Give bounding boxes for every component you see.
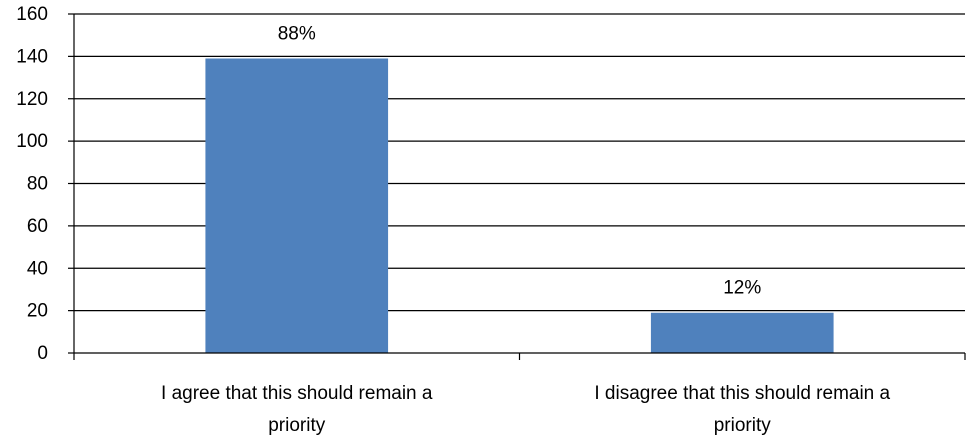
data-label: 12% <box>723 278 761 299</box>
axes <box>68 13 966 360</box>
category-label: priority <box>268 415 326 436</box>
y-tick-label: 0 <box>37 343 48 364</box>
y-tick-label: 40 <box>27 258 48 279</box>
category-labels: I agree that this should remain a priorit… <box>161 383 891 436</box>
bars <box>205 58 834 354</box>
y-tick-label: 80 <box>27 174 48 195</box>
y-tick-label: 160 <box>16 4 48 25</box>
data-label: 88% <box>278 23 316 44</box>
y-tick-label: 20 <box>27 301 48 322</box>
y-tick-label: 100 <box>16 131 48 152</box>
y-tick-labels: 0 20 40 60 80 100 120 140 160 <box>16 4 48 364</box>
bar <box>205 58 389 354</box>
y-tick-label: 120 <box>16 89 48 110</box>
y-tick-label: 140 <box>16 46 48 67</box>
y-tick-label: 60 <box>27 216 48 237</box>
category-label: I agree that this should remain a <box>161 383 433 404</box>
bar <box>650 312 834 353</box>
category-label: I disagree that this should remain a <box>594 383 890 404</box>
data-labels: 88% 12% <box>278 23 762 298</box>
category-label: priority <box>714 415 772 436</box>
